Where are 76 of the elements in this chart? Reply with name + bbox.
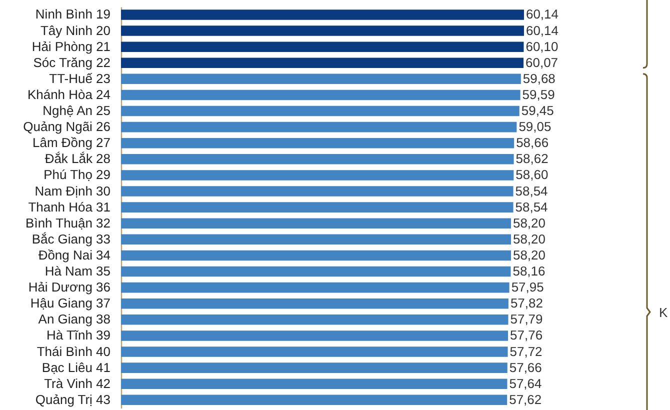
bar bbox=[121, 42, 524, 52]
data-label: 58,60 bbox=[516, 167, 548, 182]
bar bbox=[121, 74, 521, 84]
data-label: 59,05 bbox=[518, 119, 552, 134]
bar bbox=[121, 58, 524, 68]
bar bbox=[121, 26, 524, 36]
bar bbox=[121, 266, 511, 277]
bar bbox=[121, 202, 514, 212]
y-tick-label: Ninh Bình 19 bbox=[35, 6, 111, 22]
data-label: 58,20 bbox=[512, 247, 546, 262]
data-label: 60,14 bbox=[526, 6, 558, 22]
data-label: 60,14 bbox=[526, 22, 558, 38]
data-label: 58,20 bbox=[512, 215, 546, 230]
y-tick-label: Sóc Trăng 22 bbox=[33, 54, 111, 70]
text: K bbox=[659, 305, 668, 320]
bar bbox=[121, 394, 508, 406]
y-tick-label: Bạc Liêu 41 bbox=[42, 360, 111, 375]
data-label: 58,20 bbox=[512, 231, 546, 246]
bar bbox=[121, 314, 508, 325]
data-label: 57,62 bbox=[509, 392, 542, 407]
bar bbox=[121, 218, 511, 229]
y-tick-label: Bình Thuận 32 bbox=[26, 215, 111, 230]
bar bbox=[121, 378, 508, 389]
y-tick-label: Nam Định 30 bbox=[34, 183, 111, 198]
y-tick-label: An Giang 38 bbox=[38, 312, 111, 327]
y-tick-label: Bắc Giang 33 bbox=[32, 231, 111, 246]
bar bbox=[121, 250, 511, 261]
data-label: 57,82 bbox=[510, 296, 543, 311]
bar bbox=[121, 186, 514, 196]
bar bbox=[121, 90, 520, 100]
data-label: 59,68 bbox=[522, 70, 556, 86]
data-label: 60,10 bbox=[526, 38, 558, 54]
bar bbox=[121, 282, 510, 293]
y-tick-label: Hải Dương 36 bbox=[28, 280, 111, 295]
y-tick-label: Hải Phòng 21 bbox=[32, 38, 111, 54]
data-label: 58,66 bbox=[516, 135, 549, 150]
y-tick-label: Trà Vinh 42 bbox=[44, 376, 111, 391]
bar bbox=[121, 10, 524, 20]
data-label: 60,07 bbox=[526, 54, 558, 70]
bar bbox=[121, 298, 508, 309]
data-label: 57,76 bbox=[510, 328, 543, 343]
bar bbox=[121, 138, 514, 148]
bar bbox=[121, 106, 520, 116]
data-label: 57,72 bbox=[510, 344, 542, 359]
bar bbox=[121, 122, 517, 132]
data-label: 57,66 bbox=[509, 360, 542, 375]
data-label: 59,59 bbox=[522, 86, 555, 102]
data-label: 58,54 bbox=[515, 199, 548, 214]
y-tick-label: Khánh Hòa 24 bbox=[27, 86, 111, 102]
bar bbox=[121, 362, 508, 373]
y-tick-label: Hà Tĩnh 39 bbox=[46, 328, 111, 343]
y-tick-label: Thanh Hóa 31 bbox=[28, 199, 111, 214]
bar bbox=[121, 330, 508, 341]
y-tick-label: Lâm Đồng 27 bbox=[32, 135, 111, 150]
y-tick-label: Hà Nam 35 bbox=[44, 264, 111, 279]
bar bbox=[121, 234, 511, 245]
y-tick-label: Đắk Lắk 28 bbox=[44, 151, 111, 166]
bar bbox=[121, 346, 508, 357]
bar bbox=[121, 170, 514, 180]
data-label: 57,95 bbox=[511, 280, 544, 295]
data-label: 58,54 bbox=[515, 183, 548, 198]
data-label: 58,62 bbox=[516, 151, 548, 166]
data-label: 58,16 bbox=[512, 264, 546, 279]
y-tick-label: TT-Huế 23 bbox=[49, 70, 111, 86]
y-tick-label: Quảng Trị 43 bbox=[35, 392, 111, 407]
y-tick-label: Thái Bình 40 bbox=[36, 344, 111, 359]
y-tick-label: Tây Ninh 20 bbox=[40, 22, 111, 38]
y-tick-label: Quảng Ngãi 26 bbox=[23, 119, 111, 134]
y-tick-label: Đồng Nai 34 bbox=[38, 247, 111, 262]
y-tick-label: Hậu Giang 37 bbox=[30, 296, 111, 311]
bar bbox=[121, 154, 514, 164]
y-tick-label: Nghệ An 25 bbox=[42, 103, 111, 118]
data-label: 57,64 bbox=[509, 376, 542, 391]
data-label: 57,79 bbox=[510, 312, 543, 327]
data-label: 59,45 bbox=[521, 103, 554, 118]
y-tick-label: Phú Thọ 29 bbox=[44, 167, 111, 182]
